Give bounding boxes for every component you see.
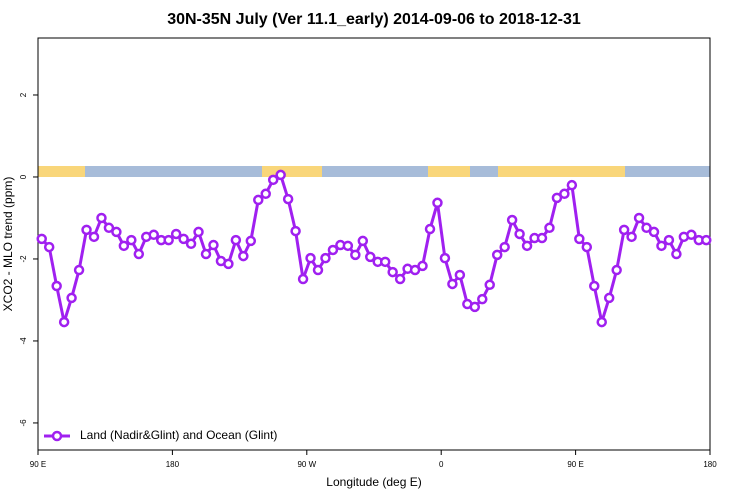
y-tick-label: 2 xyxy=(19,92,28,97)
data-point xyxy=(118,240,130,252)
data-point xyxy=(484,279,495,291)
data-point xyxy=(170,228,182,240)
data-point xyxy=(43,241,55,253)
data-point xyxy=(671,248,682,260)
data-point xyxy=(477,293,488,305)
data-point xyxy=(686,229,697,241)
data-point xyxy=(357,235,369,247)
data-point xyxy=(342,240,354,252)
data-point xyxy=(312,264,324,276)
data-point xyxy=(581,241,593,253)
plot-frame xyxy=(37,37,711,451)
data-point xyxy=(36,233,47,245)
data-point xyxy=(589,280,600,292)
data-point xyxy=(253,194,264,206)
data-point xyxy=(447,278,458,290)
data-point xyxy=(305,252,316,264)
surface-strip xyxy=(38,166,710,177)
data-point xyxy=(350,249,361,261)
data-point xyxy=(163,234,174,246)
data-point xyxy=(618,224,630,236)
data-point xyxy=(432,197,443,209)
data-point xyxy=(133,248,145,260)
data-point xyxy=(230,234,242,246)
data-point xyxy=(81,224,92,236)
y-tick-label: -2 xyxy=(19,255,28,263)
data-point xyxy=(596,316,607,328)
data-point xyxy=(148,229,159,241)
data-point xyxy=(559,188,570,200)
data-point xyxy=(409,264,421,276)
y-axis-label: XCO2 - MLO trend (ppm) xyxy=(1,177,15,312)
data-point xyxy=(200,248,212,260)
x-tick-label: 0 xyxy=(439,460,444,469)
x-axis-label: Longitude (deg E) xyxy=(326,475,421,489)
data-point xyxy=(327,244,339,256)
data-point xyxy=(223,258,234,270)
data-point xyxy=(111,226,122,238)
data-point xyxy=(491,249,503,261)
legend-label: Land (Nadir&Glint) and Ocean (Glint) xyxy=(80,428,277,442)
x-tick-label: 90 E xyxy=(30,460,46,469)
data-point xyxy=(267,174,279,186)
data-point xyxy=(663,234,675,246)
y-tick-label: -6 xyxy=(19,419,28,427)
data-point xyxy=(88,231,100,243)
data-point xyxy=(603,292,615,304)
data-point xyxy=(379,256,391,268)
data-point xyxy=(103,222,115,234)
data-point xyxy=(633,212,645,224)
data-point xyxy=(536,232,548,244)
data-point xyxy=(394,273,406,285)
data-point xyxy=(290,225,301,237)
data-point xyxy=(51,280,62,292)
data-point xyxy=(424,223,436,235)
data-point xyxy=(193,226,204,238)
data-point xyxy=(365,251,376,263)
data-point xyxy=(260,188,271,200)
y-tick-label: 0 xyxy=(19,174,28,179)
data-point xyxy=(245,235,257,247)
data-point xyxy=(506,214,518,226)
data-point xyxy=(514,228,525,240)
data-point xyxy=(521,240,533,252)
data-point xyxy=(73,264,85,276)
data-point xyxy=(656,240,667,252)
y-tick-label: -4 xyxy=(19,337,28,345)
data-point xyxy=(320,252,331,264)
data-point xyxy=(66,292,77,304)
data-point xyxy=(282,193,294,205)
data-point xyxy=(469,301,481,313)
data-point xyxy=(387,266,398,278)
data-point xyxy=(499,241,510,253)
data-point xyxy=(551,192,563,204)
chart-title: 30N-35N July (Ver 11.1_early) 2014-09-06… xyxy=(167,11,581,28)
x-tick-label: 90 E xyxy=(567,460,583,469)
data-point xyxy=(626,231,637,243)
data-point xyxy=(574,233,585,245)
data-point xyxy=(641,222,652,234)
data-point xyxy=(454,269,466,281)
data-point xyxy=(185,238,197,250)
data-point xyxy=(58,316,70,328)
legend-marker xyxy=(51,430,63,442)
data-point xyxy=(208,239,219,251)
data-point xyxy=(297,273,309,285)
data-point xyxy=(566,179,578,191)
data-point xyxy=(439,252,451,264)
data-point xyxy=(648,226,660,238)
x-tick-label: 90 W xyxy=(297,460,316,469)
data-point xyxy=(275,169,286,181)
data-point xyxy=(178,233,189,245)
data-point xyxy=(96,212,107,224)
x-tick-label: 180 xyxy=(166,460,180,469)
data-point xyxy=(544,222,555,234)
x-tick-label: 180 xyxy=(703,460,717,469)
data-point xyxy=(611,264,622,276)
data-point xyxy=(417,260,428,272)
data-point xyxy=(238,250,249,262)
data-point xyxy=(126,234,137,246)
data-point xyxy=(701,234,712,246)
